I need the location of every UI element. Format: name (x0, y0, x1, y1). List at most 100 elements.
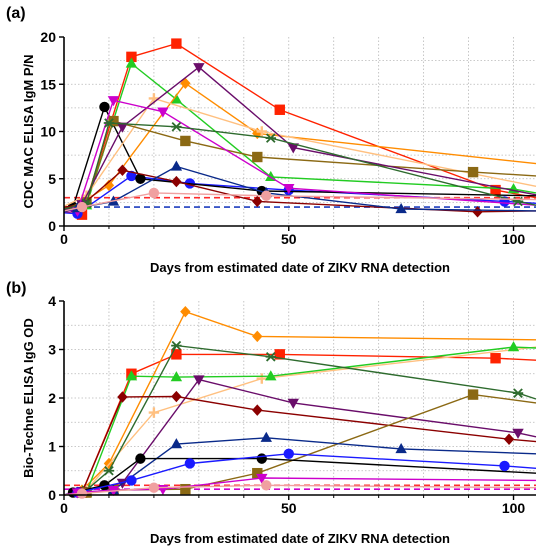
data-point-2 (99, 101, 110, 113)
data-point-4 (274, 104, 285, 115)
data-point-3 (135, 453, 146, 464)
y-tick-label: 5 (48, 171, 56, 187)
y-tick-label: 2 (48, 390, 56, 406)
data-point-4 (287, 398, 299, 409)
data-point-2 (103, 179, 115, 192)
data-point-1 (76, 201, 88, 213)
data-point-3 (180, 483, 191, 495)
data-point-3 (184, 458, 196, 469)
x-tick-label: 100 (502, 500, 526, 516)
data-point-5 (467, 389, 479, 400)
data-point-3 (180, 135, 191, 147)
data-point-4 (283, 448, 294, 459)
data-point-3 (193, 375, 205, 386)
data-point-4 (256, 473, 268, 485)
data-point-2 (116, 122, 129, 133)
x-tick-label: 50 (281, 231, 297, 247)
series-10 (63, 453, 537, 498)
data-point-5 (490, 184, 501, 196)
data-point-4 (265, 351, 276, 362)
data-point-4 (287, 143, 299, 154)
data-point-2 (126, 51, 137, 63)
gridlines (64, 37, 536, 226)
x-tick-label: 0 (60, 500, 68, 516)
data-point-3 (171, 340, 182, 351)
y-tick-label: 4 (48, 293, 56, 309)
data-point-3 (157, 107, 169, 118)
x-tick-label: 50 (281, 500, 297, 516)
data-point-3 (261, 190, 272, 201)
series-line (63, 344, 537, 496)
data-point-2 (125, 370, 138, 381)
y-axis-label: Bio-Techne ELISA IgG OD (21, 318, 36, 478)
x-axis-label: Days from estimated date of ZIKV RNA det… (150, 531, 450, 546)
y-tick-label: 1 (48, 439, 56, 455)
x-tick-label: 0 (60, 231, 68, 247)
x-axis-label: Days from estimated date of ZIKV RNA det… (150, 260, 450, 275)
data-point-3 (261, 480, 272, 491)
data-point-4 (265, 370, 277, 381)
data-point-3 (171, 175, 182, 188)
data-point-4 (252, 467, 263, 479)
data-point-3 (135, 173, 146, 184)
y-tick-label: 0 (48, 218, 56, 234)
data-point-3 (171, 38, 182, 49)
data-point-4 (256, 453, 267, 464)
data-point-3 (170, 93, 183, 104)
chart-panel-a: 0 50 100 0 5 10 15 20 (a) Days from estimated dat… (6, 5, 537, 275)
data-point-5 (512, 388, 524, 398)
data-point-5 (467, 166, 479, 178)
data-point-2 (125, 57, 138, 68)
data-point-2 (103, 118, 115, 128)
data-point-5 (395, 442, 407, 454)
data-point-3 (171, 390, 182, 403)
y-tick-label: 15 (40, 76, 56, 92)
data-point-4 (252, 195, 263, 208)
data-point-4 (260, 431, 273, 442)
data-point-3 (171, 349, 182, 360)
data-point-5 (507, 341, 520, 352)
series-line (63, 192, 537, 212)
data-point-4 (252, 330, 263, 343)
series-4 (63, 341, 537, 497)
series-13 (63, 480, 537, 499)
data-point-4 (265, 133, 276, 143)
data-point-3 (170, 160, 183, 171)
data-point-2 (148, 482, 160, 493)
data-point-1 (76, 488, 88, 499)
data-point-3 (180, 77, 191, 90)
data-point-4 (274, 349, 285, 360)
data-point-2 (99, 480, 110, 491)
data-point-2 (148, 407, 160, 418)
y-axis-label: CDC MAC ELISA IgM P/N (21, 54, 36, 208)
x-tick-label: 100 (502, 231, 526, 247)
data-point-2 (117, 391, 128, 403)
data-point-5 (490, 353, 501, 364)
data-point-3 (180, 305, 191, 318)
data-point-2 (126, 475, 137, 486)
data-point-5 (512, 428, 524, 439)
panel-label: (b) (6, 280, 26, 297)
chart-panel-b: 0 50 100 0 1 2 3 4 (b) Days from estimated date o… (6, 280, 537, 546)
data-point-2 (107, 96, 120, 107)
y-tick-label: 0 (48, 487, 56, 503)
y-tick-label: 20 (40, 29, 56, 45)
data-point-5 (472, 206, 483, 218)
series-13 (63, 187, 537, 213)
y-tick-label: 10 (40, 124, 56, 140)
data-point-3 (170, 438, 183, 449)
y-tick-label: 3 (48, 342, 56, 358)
data-point-5 (503, 433, 515, 445)
data-point-5 (395, 203, 407, 214)
series-11 (63, 118, 537, 210)
series-5 (63, 340, 537, 496)
data-point-4 (252, 151, 263, 163)
series-2 (63, 305, 537, 496)
data-point-3 (171, 121, 182, 132)
panel-label: (a) (6, 5, 26, 22)
data-point-2 (148, 187, 160, 199)
data-point-3 (256, 373, 267, 384)
data-point-2 (108, 115, 119, 127)
